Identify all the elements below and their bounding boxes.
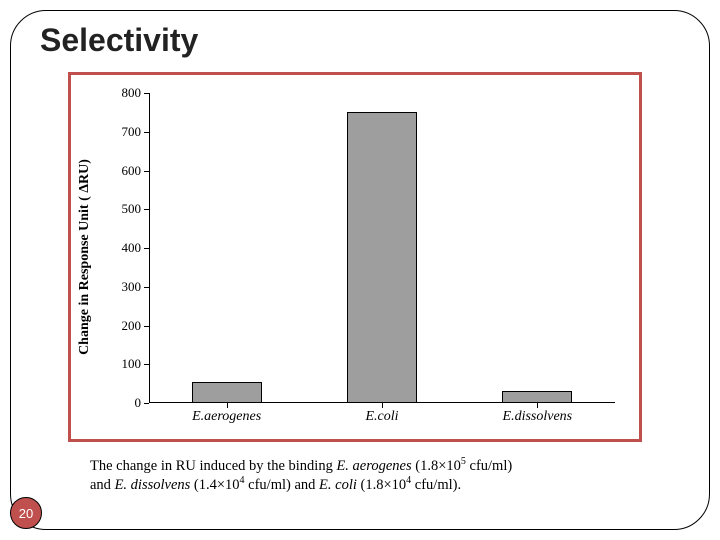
x-tick <box>537 403 538 408</box>
y-tick-label: 300 <box>122 279 142 295</box>
y-tick <box>144 171 149 172</box>
caption-unit-2: cfu/ml) and <box>245 477 320 493</box>
y-tick <box>144 93 149 94</box>
chart-container: Change in Response Unit ( ΔRU) 010020030… <box>68 72 642 442</box>
slide: Selectivity Change in Response Unit ( ΔR… <box>0 0 720 540</box>
page-number: 20 <box>19 506 33 521</box>
caption-unit-1: cfu/ml) <box>466 458 512 474</box>
chart-plot-area: 0100200300400500600700800E.aerogenesE.co… <box>149 93 615 403</box>
y-tick <box>144 132 149 133</box>
caption-species-1: E. aerogenes <box>336 458 411 474</box>
caption-line2-prefix: and <box>90 477 115 493</box>
y-tick-label: 700 <box>122 124 142 140</box>
x-category-label: E.coli <box>365 409 398 425</box>
caption-unit-3: cfu/ml). <box>411 477 461 493</box>
chart-caption: The change in RU induced by the binding … <box>90 456 680 494</box>
y-tick <box>144 364 149 365</box>
page-number-badge: 20 <box>10 497 42 529</box>
y-tick <box>144 248 149 249</box>
y-tick <box>144 209 149 210</box>
y-tick-label: 200 <box>122 318 142 334</box>
chart-inner: Change in Response Unit ( ΔRU) 010020030… <box>71 75 639 439</box>
caption-species-2: E. dissolvens <box>115 477 191 493</box>
y-axis-line <box>149 93 150 403</box>
y-tick-label: 600 <box>122 163 142 179</box>
chart-bar <box>347 112 417 403</box>
y-axis-title: Change in Response Unit ( ΔRU) <box>77 159 93 355</box>
x-category-label: E.aerogenes <box>192 409 261 425</box>
x-tick <box>382 403 383 408</box>
x-tick <box>227 403 228 408</box>
caption-species-3: E. coli <box>319 477 357 493</box>
slide-title: Selectivity <box>40 22 198 59</box>
y-tick <box>144 326 149 327</box>
chart-bar <box>502 391 572 403</box>
y-tick-label: 0 <box>135 395 142 411</box>
chart-bar <box>192 382 262 403</box>
y-tick-label: 400 <box>122 240 142 256</box>
caption-conc-3: (1.8×10 <box>357 477 406 493</box>
y-tick <box>144 287 149 288</box>
caption-conc-2: (1.4×10 <box>190 477 239 493</box>
caption-conc-1: (1.8×10 <box>412 458 461 474</box>
caption-text: The change in RU induced by the binding <box>90 458 336 474</box>
y-tick-label: 800 <box>122 85 142 101</box>
x-category-label: E.dissolvens <box>503 409 573 425</box>
y-tick <box>144 403 149 404</box>
y-tick-label: 500 <box>122 201 142 217</box>
y-tick-label: 100 <box>122 356 142 372</box>
